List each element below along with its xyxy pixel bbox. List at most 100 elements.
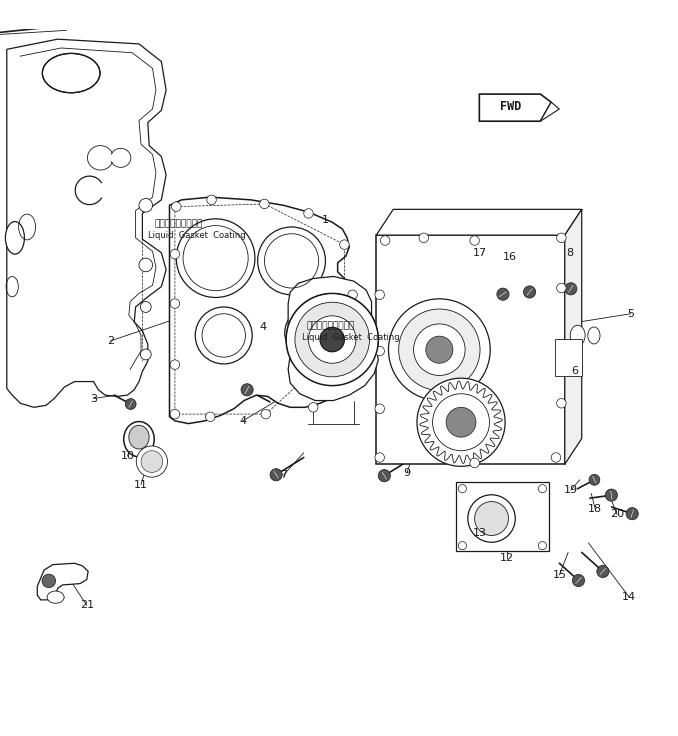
Circle shape (626, 508, 638, 520)
Circle shape (258, 227, 325, 295)
Circle shape (304, 209, 313, 218)
Circle shape (348, 290, 357, 300)
Circle shape (557, 283, 566, 293)
Text: 液状ガスケット塗布: 液状ガスケット塗布 (306, 322, 355, 330)
Circle shape (597, 565, 609, 578)
Text: 9: 9 (403, 468, 410, 478)
Circle shape (419, 233, 428, 243)
Bar (376, 235, 565, 464)
Ellipse shape (42, 54, 100, 93)
Circle shape (417, 378, 505, 467)
Circle shape (136, 446, 167, 477)
Text: 16: 16 (503, 252, 517, 262)
Circle shape (260, 199, 269, 209)
Text: 6: 6 (572, 366, 578, 375)
Circle shape (378, 470, 391, 482)
Text: 液状ガスケット塗布: 液状ガスケット塗布 (155, 220, 203, 229)
Polygon shape (288, 277, 378, 400)
Circle shape (538, 542, 546, 550)
Circle shape (170, 409, 180, 419)
Text: 4: 4 (260, 322, 266, 333)
Circle shape (565, 283, 577, 295)
Circle shape (241, 383, 253, 396)
Circle shape (375, 404, 384, 414)
Polygon shape (565, 209, 582, 464)
Circle shape (205, 412, 215, 422)
Text: 11: 11 (134, 480, 148, 489)
Text: 14: 14 (622, 592, 636, 602)
Circle shape (170, 360, 180, 369)
Circle shape (375, 347, 384, 355)
Ellipse shape (129, 425, 149, 449)
Circle shape (468, 495, 515, 542)
Bar (555, 339, 582, 376)
Text: 7: 7 (280, 470, 287, 480)
Circle shape (605, 489, 618, 501)
Circle shape (139, 258, 153, 272)
Text: 4: 4 (239, 416, 246, 426)
Circle shape (399, 309, 480, 390)
Circle shape (375, 453, 384, 462)
Ellipse shape (47, 591, 64, 604)
Circle shape (320, 328, 344, 352)
Text: 3: 3 (90, 394, 97, 403)
Circle shape (551, 453, 561, 462)
Text: 10: 10 (121, 451, 134, 461)
Circle shape (557, 398, 566, 408)
Polygon shape (540, 102, 559, 121)
Text: 18: 18 (589, 504, 602, 514)
Circle shape (286, 294, 378, 386)
Text: FWD: FWD (500, 101, 521, 113)
Text: 19: 19 (564, 485, 578, 495)
Circle shape (433, 394, 490, 450)
Text: 17: 17 (473, 248, 487, 258)
Text: 15: 15 (553, 570, 566, 580)
Polygon shape (7, 39, 166, 407)
Circle shape (306, 336, 318, 347)
Circle shape (141, 450, 163, 473)
Text: Liquid  Gasket  Coating: Liquid Gasket Coating (148, 231, 245, 240)
Circle shape (475, 501, 508, 536)
Ellipse shape (588, 327, 600, 344)
Circle shape (195, 307, 252, 364)
Text: 12: 12 (500, 553, 514, 563)
Circle shape (380, 236, 390, 245)
Circle shape (176, 219, 255, 297)
Circle shape (207, 195, 216, 205)
Circle shape (261, 409, 271, 419)
Circle shape (538, 484, 546, 493)
Text: Liquid  Gasket  Coating: Liquid Gasket Coating (302, 333, 399, 342)
Text: 5: 5 (627, 309, 634, 319)
Ellipse shape (570, 325, 585, 346)
Bar (456, 482, 549, 551)
Circle shape (170, 299, 180, 308)
Circle shape (388, 299, 490, 400)
Circle shape (125, 399, 136, 409)
Circle shape (458, 542, 466, 550)
Circle shape (497, 288, 509, 300)
Circle shape (557, 233, 566, 243)
Circle shape (470, 236, 479, 245)
Circle shape (458, 484, 466, 493)
Circle shape (446, 407, 476, 437)
Circle shape (375, 290, 384, 300)
Circle shape (340, 240, 349, 250)
Circle shape (414, 324, 465, 375)
Text: 8: 8 (566, 248, 573, 258)
Circle shape (295, 302, 370, 377)
Circle shape (42, 574, 56, 587)
Circle shape (557, 339, 566, 349)
Text: 20: 20 (610, 509, 624, 520)
Circle shape (172, 202, 181, 211)
Circle shape (139, 199, 153, 212)
Text: 1: 1 (322, 215, 329, 225)
Circle shape (170, 250, 180, 259)
Text: 21: 21 (80, 601, 94, 610)
Circle shape (340, 338, 349, 347)
Circle shape (140, 349, 151, 360)
Polygon shape (37, 563, 88, 600)
Circle shape (308, 403, 318, 412)
Polygon shape (376, 209, 582, 235)
Circle shape (470, 459, 479, 467)
Circle shape (523, 286, 536, 298)
